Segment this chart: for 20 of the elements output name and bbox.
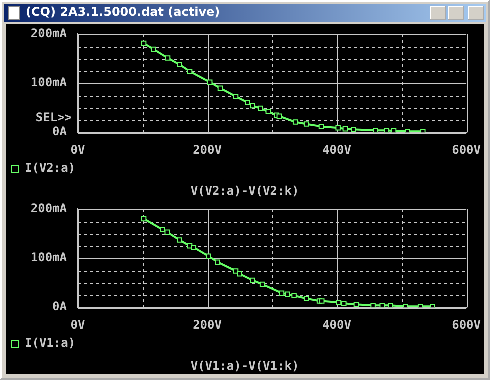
x-axis-title: V(V1:a)-V(V1:k) <box>190 359 300 373</box>
chart-title: (CQ) 2A3.1.5000.dat (active) <box>26 5 220 19</box>
x-tick-label: 600V <box>452 318 482 332</box>
legend-label: I(V2:a) <box>25 161 76 176</box>
y-tick-label: 0A <box>52 300 68 314</box>
y-tick-label: 200mA <box>30 26 68 40</box>
x-axis-title: V(V2:a)-V(V2:k) <box>190 184 300 198</box>
x-tick-label: 400V <box>322 142 352 157</box>
y-tick-label: 100mA <box>30 250 68 265</box>
x-tick-label: 600V <box>452 142 482 157</box>
text: SEL>> <box>36 110 72 124</box>
legend-label: I(V1:a) <box>25 336 76 350</box>
x-tick-label: 0V <box>70 318 86 332</box>
y-tick-label: 0A <box>52 124 68 139</box>
x-tick-label: 0V <box>70 142 86 157</box>
x-tick-label: 400V <box>322 318 352 332</box>
x-tick-label: 200V <box>193 142 222 157</box>
x-tick-label: 200V <box>193 318 222 332</box>
y-tick-label: 200mA <box>30 201 68 216</box>
y-tick-label: 100mA <box>30 76 68 90</box>
